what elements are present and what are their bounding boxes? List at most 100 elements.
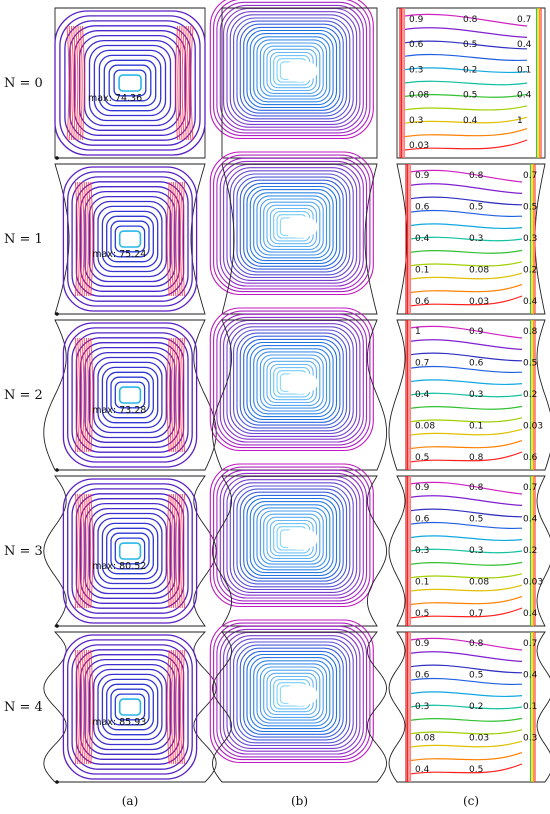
streamline xyxy=(67,327,193,463)
streamline xyxy=(110,376,150,414)
isotherm xyxy=(409,521,523,530)
plume-line xyxy=(88,337,92,453)
plume-line xyxy=(79,493,83,609)
isotherm xyxy=(409,752,523,762)
streamline xyxy=(71,176,189,302)
heatline xyxy=(213,622,371,761)
streamline xyxy=(101,210,159,268)
isotherm-label: 0.2 xyxy=(523,390,537,400)
streamline xyxy=(110,220,150,258)
heatline xyxy=(259,354,324,409)
origin-marker xyxy=(55,780,59,784)
plume-line xyxy=(175,649,179,765)
streamline xyxy=(103,59,157,107)
heatline xyxy=(229,638,354,747)
plume-line xyxy=(81,649,85,765)
plume-line xyxy=(79,181,83,297)
heatline xyxy=(216,157,368,290)
plume-line xyxy=(175,25,179,141)
origin-marker xyxy=(55,156,59,160)
row-label: N = 2 xyxy=(4,388,43,403)
heatline xyxy=(226,635,358,749)
thermal-plume xyxy=(74,493,186,609)
origin-marker xyxy=(55,624,59,628)
heatline xyxy=(263,357,321,406)
origin-marker xyxy=(55,312,59,316)
streamline xyxy=(62,322,198,468)
heatline xyxy=(263,201,321,250)
enclosure-outline xyxy=(221,7,378,159)
streamline xyxy=(101,678,159,736)
isotherm-label: 0.7 xyxy=(523,483,537,493)
heatline xyxy=(219,628,364,755)
streamline xyxy=(74,30,186,136)
isotherm-panel: 0.9 0.8 0.7 0.6 0.5 0.4 0.3 0.2 0.1 0.08 0.03 0.3 0.… xyxy=(388,631,550,783)
row-label: N = 1 xyxy=(4,232,43,247)
isotherm xyxy=(404,67,528,74)
streamline xyxy=(114,693,146,721)
isotherm xyxy=(409,717,523,722)
heatline-panel xyxy=(209,0,378,159)
origin-marker xyxy=(55,468,59,472)
isotherm xyxy=(404,13,528,27)
isotherm xyxy=(409,379,523,385)
streamline xyxy=(75,337,185,453)
heatline xyxy=(243,650,341,735)
streamline xyxy=(71,488,189,614)
heatline xyxy=(249,189,334,262)
isotherm-label: 0.5 xyxy=(463,91,477,101)
heatline xyxy=(223,631,361,752)
plume-line xyxy=(74,649,78,765)
isotherm-label: 1 xyxy=(415,327,421,337)
streamline xyxy=(75,493,185,609)
heatline xyxy=(229,326,354,435)
streamline xyxy=(114,381,146,409)
heatline xyxy=(256,507,328,568)
isotherm xyxy=(409,596,523,606)
isotherm xyxy=(409,209,523,218)
thermal-plume xyxy=(74,649,186,765)
heatline xyxy=(219,472,364,599)
plume-line xyxy=(83,337,87,453)
streamline xyxy=(106,215,154,263)
plume-line xyxy=(79,25,83,141)
streamline xyxy=(84,502,176,599)
plume-line xyxy=(68,25,72,141)
isotherm xyxy=(409,325,523,339)
isotherm xyxy=(409,183,523,194)
isotherm-label: 0.03 xyxy=(469,297,489,307)
isotherm xyxy=(404,139,528,151)
isotherm xyxy=(409,508,523,518)
column-label: (c) xyxy=(463,794,479,808)
plume-line xyxy=(177,493,181,609)
isotherm-label: 0.3 xyxy=(523,234,537,244)
heatline xyxy=(263,669,321,718)
plume-line xyxy=(182,337,186,453)
plume-line xyxy=(179,25,183,141)
streamline xyxy=(97,517,163,585)
streamline xyxy=(97,361,163,429)
isotherm-panel: 0.9 0.8 0.7 0.6 0.5 0.4 0.3 0.3 0.2 0.1 0.08 0.03 0.… xyxy=(388,475,550,627)
streamline xyxy=(106,371,154,419)
streamline xyxy=(106,527,154,575)
isotherm xyxy=(409,740,523,748)
isotherm xyxy=(409,451,523,463)
isotherm xyxy=(404,53,528,62)
enclosure-outline xyxy=(221,163,378,315)
plume-line xyxy=(81,25,85,141)
isotherm-panel: 0.9 0.8 0.7 0.6 0.5 0.4 0.3 0.2 0.1 0.08 0.5 0.4 0.3… xyxy=(396,7,546,159)
plume-line xyxy=(166,181,170,297)
plume-line xyxy=(77,337,81,453)
isotherm-label: 0.7 xyxy=(517,15,531,25)
heatline xyxy=(256,195,328,256)
isotherm xyxy=(409,691,523,697)
heatline xyxy=(256,39,328,100)
heatline-panel xyxy=(209,307,388,471)
heatline xyxy=(249,657,334,730)
streamline xyxy=(88,663,172,751)
isotherm xyxy=(404,116,528,124)
plume-line xyxy=(175,337,179,453)
plume-line xyxy=(81,337,85,453)
row-label: N = 4 xyxy=(4,700,43,715)
streamline xyxy=(59,15,201,151)
